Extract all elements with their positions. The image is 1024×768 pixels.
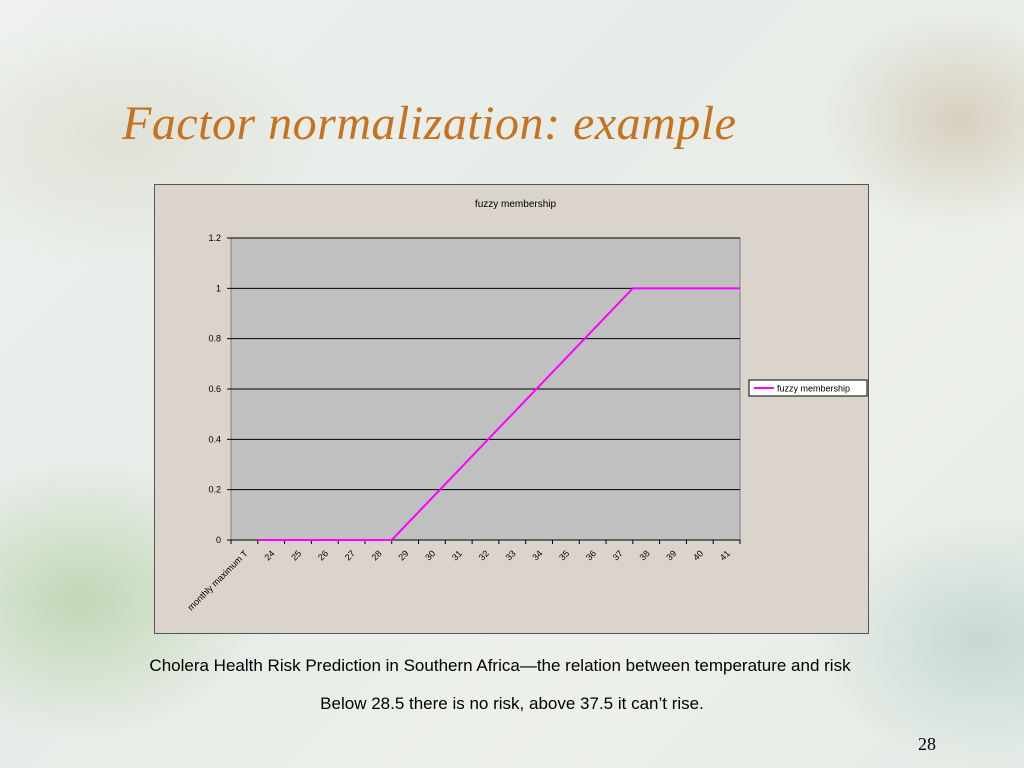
chart-frame: fuzzy membership 0 0.2 0.4 0.6 0.8 1 1.2 monthly…	[154, 184, 869, 634]
chart-title: fuzzy membership	[475, 199, 557, 210]
x-tick-label: 33	[504, 548, 518, 562]
slide-number: 28	[918, 734, 936, 754]
legend-label: fuzzy membership	[777, 384, 850, 394]
x-tick-label: 30	[423, 548, 437, 562]
x-tick-label: 39	[664, 548, 678, 562]
x-tick-label: 34	[530, 548, 544, 562]
y-tick-label: 0.6	[208, 384, 221, 394]
y-tick-label: 1	[216, 283, 221, 293]
x-tick-label: 41	[718, 548, 732, 562]
x-tick-label: 32	[477, 548, 491, 562]
x-tick-label: 37	[611, 548, 625, 562]
x-tick-label: 38	[637, 548, 651, 562]
x-tick-label: 28	[370, 548, 384, 562]
y-tick-label: 0	[216, 535, 221, 545]
x-tick-label: 26	[316, 548, 330, 562]
x-tick-label: 25	[289, 548, 303, 562]
x-tick-label: 29	[396, 548, 410, 562]
x-axis-label: monthly maximum T	[186, 548, 251, 613]
x-tick-label: 36	[584, 548, 598, 562]
x-tick-label: 27	[343, 548, 357, 562]
x-tick-label: 40	[691, 548, 705, 562]
y-tick-label: 0.4	[208, 434, 221, 444]
y-tick-label: 0.8	[208, 334, 221, 344]
legend-box	[748, 379, 868, 397]
y-tick-label: 0.2	[208, 485, 221, 495]
x-tick-label: 35	[557, 548, 571, 562]
x-tick-label: 31	[450, 548, 464, 562]
caption-line-2: Below 28.5 there is no risk, above 37.5 …	[320, 694, 704, 713]
fuzzy-membership-chart: fuzzy membership 0 0.2 0.4 0.6 0.8 1 1.2 monthly…	[186, 199, 868, 613]
series-line	[257, 287, 740, 541]
slide-title: Factor normalization: example	[122, 97, 737, 150]
x-tick-label: 24	[262, 548, 276, 562]
y-tick-label: 1.2	[208, 233, 221, 243]
caption-line-1: Cholera Health Risk Prediction in Southe…	[149, 656, 851, 675]
